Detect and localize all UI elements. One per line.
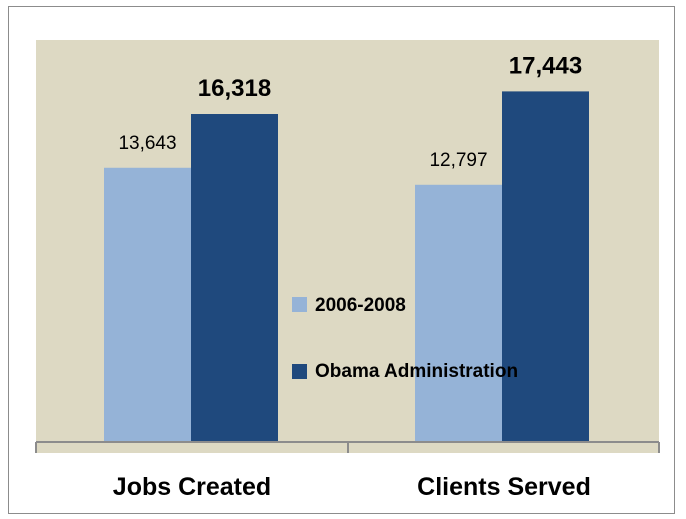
bar-series-2-clients-served xyxy=(502,91,589,443)
legend-swatch xyxy=(292,364,307,379)
data-label: 17,443 xyxy=(509,52,582,79)
legend-label: Obama Administration xyxy=(315,361,518,382)
data-label: 16,318 xyxy=(198,75,271,102)
data-label: 13,643 xyxy=(118,133,176,154)
category-label: Jobs Created xyxy=(113,473,271,501)
bar-series-1-jobs-created xyxy=(104,167,191,442)
bar-series-2-jobs-created xyxy=(191,114,278,442)
data-label: 12,797 xyxy=(429,150,487,171)
legend: 2006-2008 Obama Administration xyxy=(292,295,518,382)
category-label: Clients Served xyxy=(417,473,591,501)
legend-swatch xyxy=(292,297,307,312)
bar-series-1-clients-served xyxy=(415,184,502,442)
legend-label: 2006-2008 xyxy=(315,295,406,316)
